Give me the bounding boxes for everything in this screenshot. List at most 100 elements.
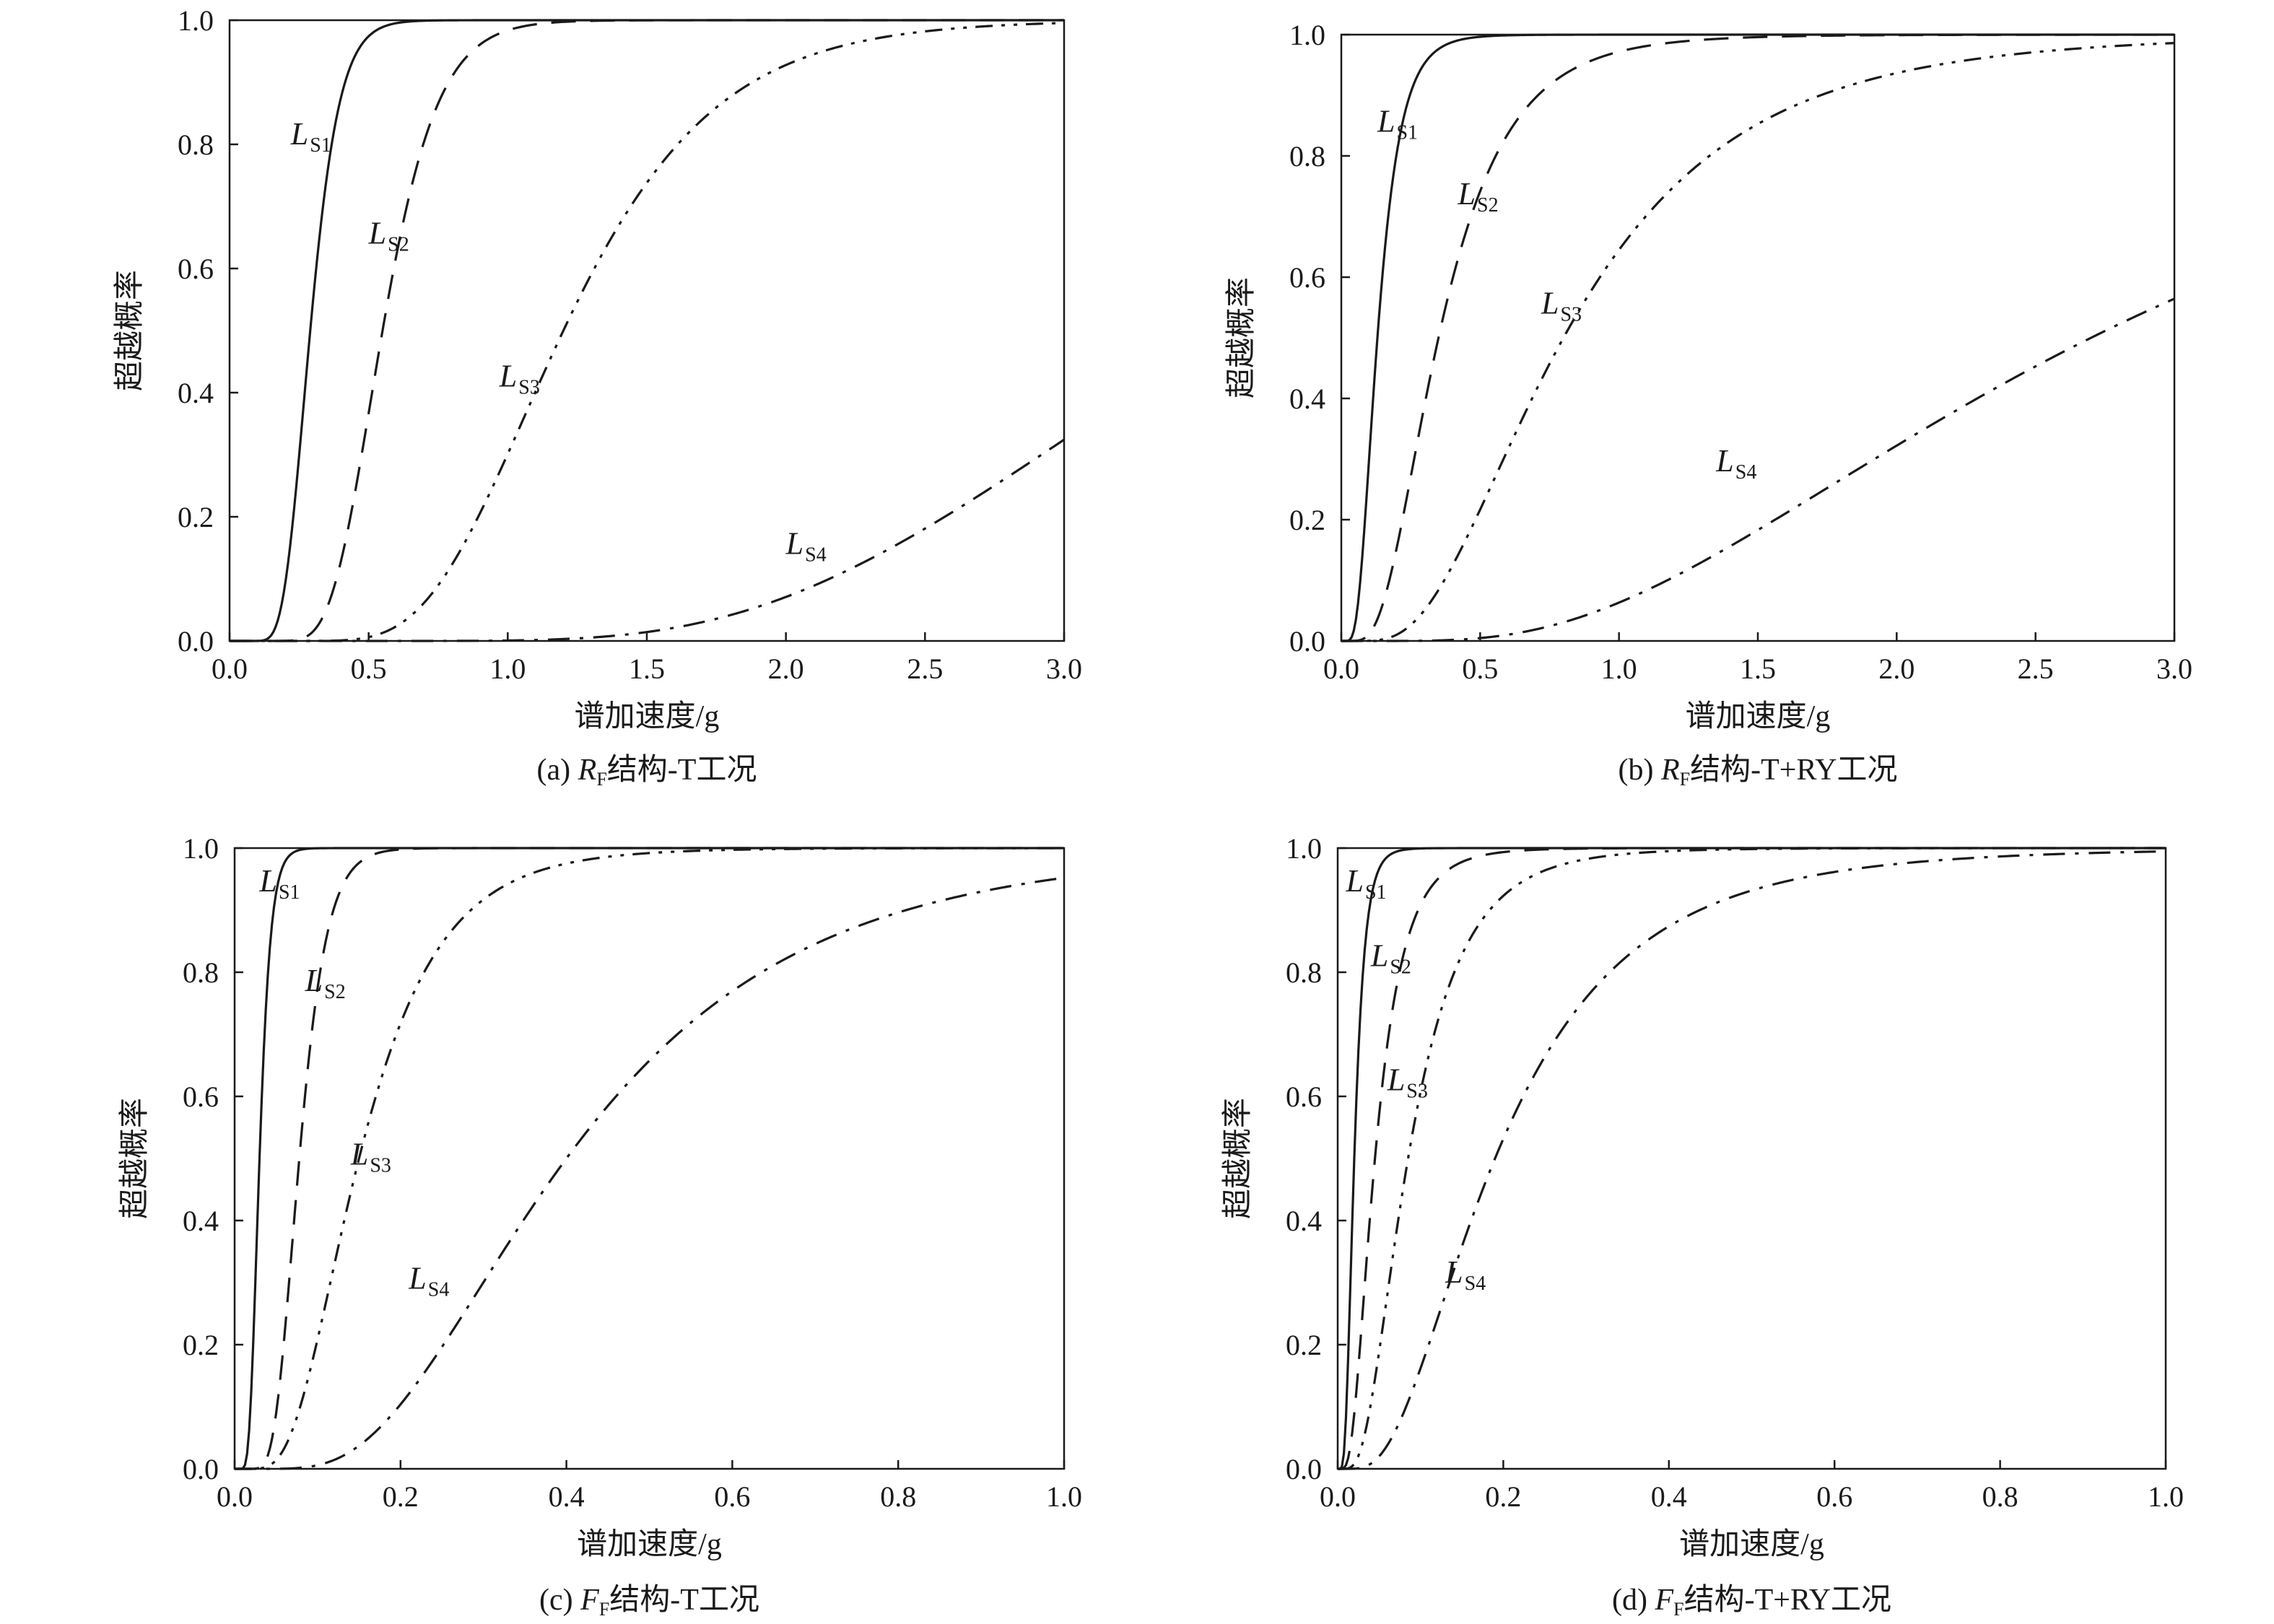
- series-line-ls1: [1341, 33, 2174, 642]
- x-axis-label: 谱加速度/g: [1686, 700, 1831, 733]
- series-line-ls4: [235, 876, 1064, 1470]
- y-tick-label: 0.0: [1286, 1453, 1322, 1485]
- x-tick-label: 0.5: [1462, 652, 1498, 685]
- series-label-ls2: LS2: [368, 216, 409, 256]
- x-tick-label: 2.5: [907, 652, 943, 685]
- y-tick-label: 0.0: [1289, 625, 1325, 658]
- series-label-ls4: LS4: [408, 1261, 449, 1301]
- panel-c: 0.0 0.2 0.4 0.6 0.8 1.0 0.0 0.2 0.4 0.6 0.8 1.0 谱加速度…: [118, 832, 1082, 1620]
- plot-frame: [1340, 33, 2176, 642]
- y-tick-label: 0.2: [178, 501, 214, 533]
- x-tick-label: 0.2: [383, 1480, 419, 1513]
- series-label-ls2: LS2: [305, 963, 346, 1003]
- x-axis-label: 谱加速度/g: [1679, 1528, 1824, 1561]
- x-tick-label: 1.0: [2148, 1480, 2184, 1513]
- series-label-ls1: LS1: [1377, 103, 1418, 144]
- series-line-ls1: [1338, 847, 2166, 1470]
- series-line-ls3: [1341, 41, 2174, 642]
- y-tick-label: 0.6: [178, 253, 214, 285]
- y-tick-label: 1.0: [1286, 832, 1322, 865]
- series-line-ls4: [1338, 850, 2166, 1470]
- series-label-ls4: LS4: [1715, 443, 1756, 484]
- x-tick-label: 3.0: [1046, 652, 1082, 685]
- y-tick-label: 0.2: [1289, 504, 1325, 536]
- y-tick-label: 1.0: [183, 832, 219, 865]
- series-label-ls4: LS4: [785, 526, 827, 567]
- x-tick-label: 1.0: [489, 652, 526, 685]
- y-tick-label: 0.4: [183, 1205, 219, 1237]
- panel-d: 0.0 0.2 0.4 0.6 0.8 1.0 0.0 0.2 0.4 0.6 0.8 1.0 谱加速度…: [1221, 832, 2184, 1620]
- x-tick-label: 3.0: [2156, 652, 2192, 685]
- y-tick-label: 0.6: [183, 1081, 219, 1113]
- x-tick-label: 1.5: [1740, 652, 1776, 685]
- x-tick-label: 0.6: [1816, 1480, 1852, 1513]
- panel-b: 0.0 0.5 1.0 1.5 2.0 2.5 3.0 0.0 0.2 0.4 0.6 0.8 1.0 谱…: [1224, 19, 2192, 790]
- x-tick-label: 2.0: [768, 652, 804, 685]
- y-tick-label: 0.0: [183, 1453, 219, 1485]
- y-axis-label: 超越概率: [118, 1098, 152, 1219]
- series-line-ls3: [1338, 847, 2166, 1470]
- y-tick-label: 0.8: [183, 956, 219, 989]
- x-tick-label: 0.0: [1323, 652, 1359, 685]
- y-tick-label: 1.0: [1289, 19, 1325, 51]
- y-tick-label: 0.4: [178, 377, 214, 409]
- panel-caption: (c) FF结构-T工况: [539, 1584, 759, 1620]
- y-tick-label: 0.8: [178, 128, 214, 161]
- plot-frame: [1336, 847, 2167, 1470]
- panel-caption: (d) FF结构-T+RY工况: [1612, 1584, 1891, 1620]
- panel-a: 0.0 0.5 1.0 1.5 2.0 2.5 3.0 0.0 0.2 0.4 0.6 0.8 1.0 谱…: [113, 4, 1082, 790]
- x-tick-label: 0.0: [217, 1480, 253, 1513]
- y-tick-label: 0.6: [1286, 1081, 1322, 1113]
- panel-caption: (b) RF结构-T+RY工况: [1619, 754, 1898, 790]
- x-tick-label: 0.6: [714, 1480, 750, 1513]
- panel-caption: (a) RF结构-T工况: [537, 754, 757, 790]
- x-tick-label: 1.5: [629, 652, 665, 685]
- series-line-ls2: [1341, 33, 2174, 642]
- x-tick-label: 0.0: [212, 652, 248, 685]
- y-tick-label: 0.0: [178, 625, 214, 658]
- x-tick-label: 2.0: [1878, 652, 1914, 685]
- series-label-ls3: LS3: [350, 1137, 391, 1177]
- x-tick-label: 1.0: [1046, 1480, 1082, 1513]
- x-tick-label: 0.8: [880, 1480, 916, 1513]
- series-line-ls3: [230, 22, 1064, 642]
- series-label-ls1: LS1: [258, 863, 300, 904]
- series-line-ls4: [230, 438, 1064, 642]
- x-tick-label: 2.5: [2018, 652, 2054, 685]
- y-tick-label: 0.8: [1289, 140, 1325, 173]
- x-tick-label: 0.4: [549, 1480, 585, 1513]
- y-tick-label: 0.2: [183, 1329, 219, 1361]
- x-tick-label: 0.5: [351, 652, 387, 685]
- series-label-ls3: LS3: [1387, 1062, 1428, 1102]
- y-tick-label: 0.4: [1289, 383, 1325, 415]
- series-label-ls4: LS4: [1445, 1254, 1486, 1295]
- y-tick-label: 0.2: [1286, 1329, 1322, 1361]
- series-line-ls3: [235, 847, 1064, 1470]
- x-axis-label: 谱加速度/g: [577, 1528, 722, 1561]
- y-tick-label: 0.8: [1286, 956, 1322, 989]
- series-line-ls4: [1341, 297, 2174, 642]
- y-tick-label: 0.4: [1286, 1205, 1322, 1237]
- x-tick-label: 1.0: [1601, 652, 1637, 685]
- x-tick-label: 0.0: [1320, 1480, 1356, 1513]
- y-tick-label: 1.0: [178, 4, 214, 37]
- series-line-ls2: [230, 19, 1064, 642]
- y-tick-label: 0.6: [1289, 261, 1325, 294]
- y-axis-label: 超越概率: [1224, 277, 1258, 398]
- series-label-ls1: LS1: [290, 116, 331, 157]
- series-label-ls1: LS1: [1345, 863, 1386, 904]
- x-tick-label: 0.4: [1651, 1480, 1687, 1513]
- x-axis-label: 谱加速度/g: [575, 700, 720, 733]
- y-axis-label: 超越概率: [1221, 1098, 1255, 1219]
- series-label-ls2: LS2: [1458, 176, 1499, 217]
- plot-frame: [228, 19, 1066, 642]
- series-line-ls2: [1338, 847, 2166, 1470]
- series-label-ls3: LS3: [1541, 285, 1582, 326]
- series-label-ls2: LS2: [1370, 938, 1411, 978]
- x-tick-label: 0.2: [1485, 1480, 1521, 1513]
- x-tick-label: 0.8: [1982, 1480, 2018, 1513]
- series-label-ls3: LS3: [499, 358, 540, 398]
- y-axis-label: 超越概率: [113, 270, 147, 391]
- series-line-ls1: [230, 19, 1064, 642]
